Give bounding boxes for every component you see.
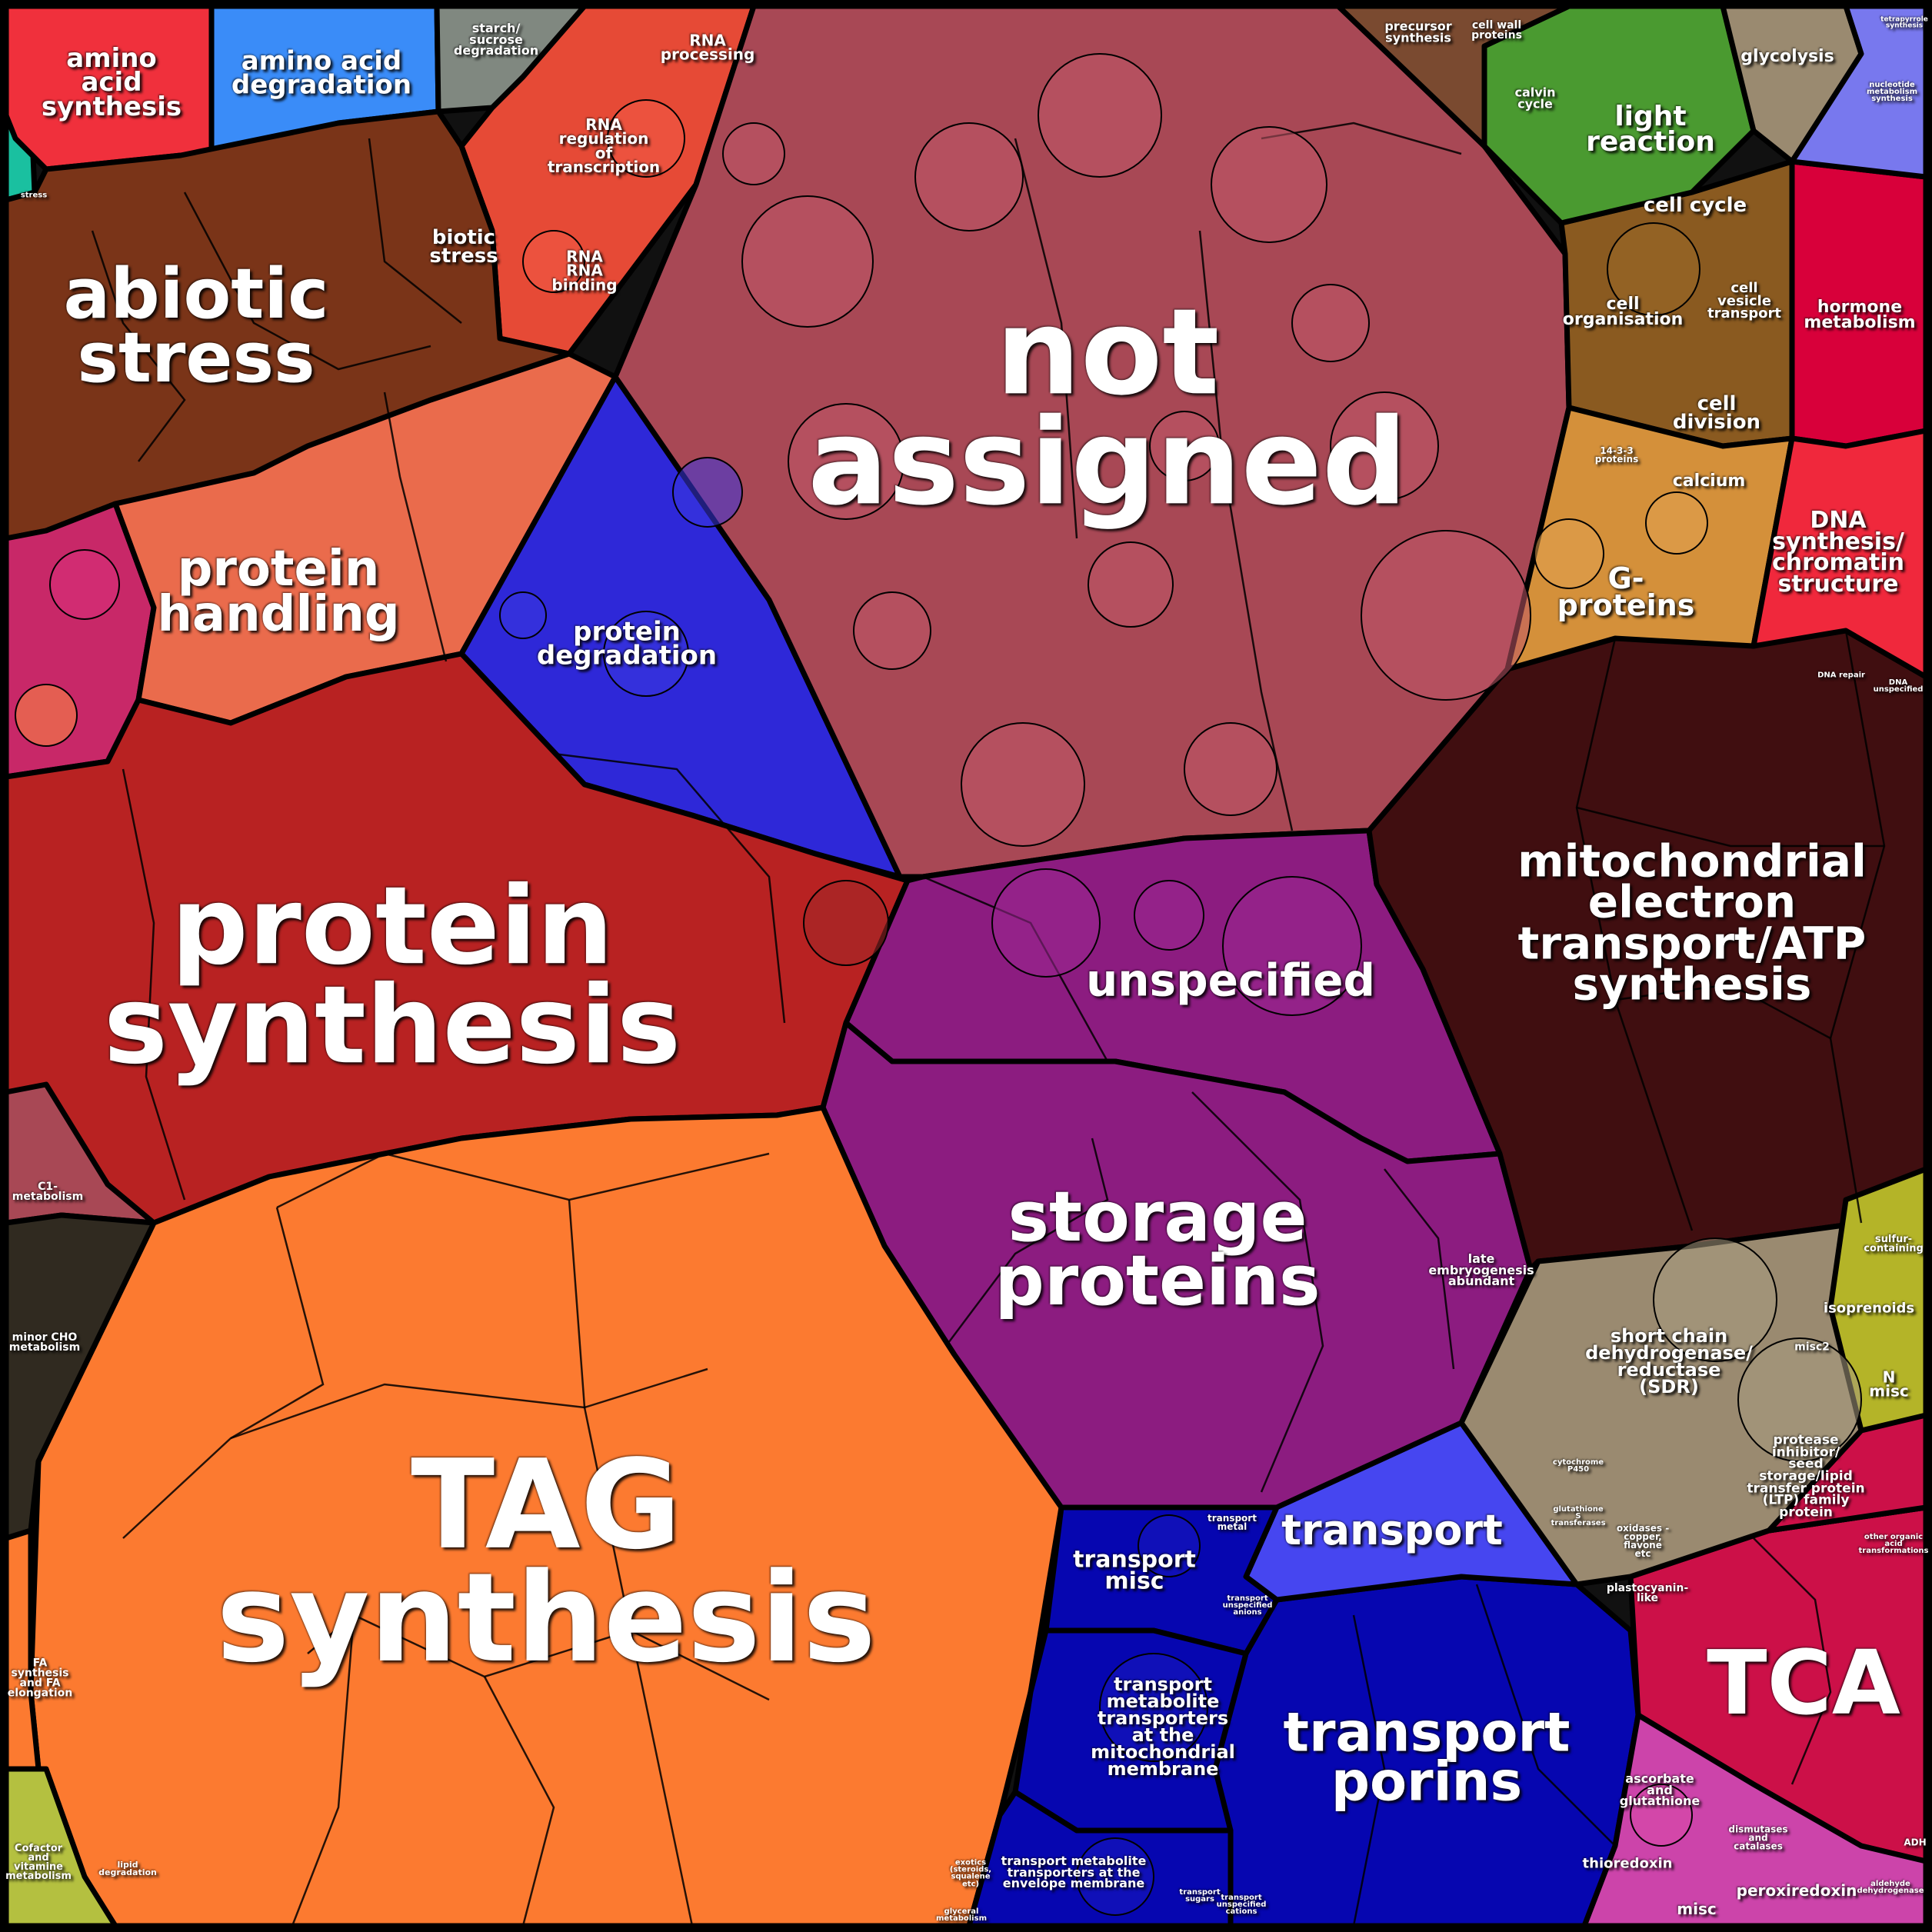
label-dismutases-catalases: dismutases and catalases <box>1728 1824 1788 1852</box>
label-tca: TCA <box>1707 1632 1900 1736</box>
label-protein-handling: protein handling <box>157 541 400 643</box>
label-abiotic-stress: abiotic stress <box>63 254 329 398</box>
label-biotic-stress: biotic stress <box>429 226 498 268</box>
label-glycolysis: glycolysis <box>1740 46 1834 66</box>
label-cell-wall-proteins: cell wall proteins <box>1471 19 1522 42</box>
label-cell-cycle: cell cycle <box>1643 194 1747 218</box>
label-c1-metabolism: C1- metabolism <box>12 1181 84 1203</box>
label-sulfur-containing: sulfur- containing <box>1864 1234 1924 1254</box>
label-lipid-degradation: lipid degradation <box>98 1859 157 1877</box>
label-tetrapyrrole-synthesis: tetrapyrrole synthesis <box>1880 15 1928 30</box>
bubble-texture <box>15 53 1862 1916</box>
label-ascorbate-glutathione: ascorbate and glutathione <box>1619 1770 1700 1809</box>
label-unspecified: unspecified <box>1085 954 1376 1007</box>
label-aldehyde-dehydrogenase: aldehyde dehydrogenase <box>1857 1879 1924 1895</box>
label-protease-inhibitor: protease inhibitor/ seed storage/lipid t… <box>1747 1432 1865 1521</box>
label-storage-proteins: storage proteins <box>994 1177 1321 1321</box>
label-cell-vesicle-transport: cell vesicle transport <box>1707 280 1781 322</box>
label-cell-division: cell division <box>1672 392 1761 434</box>
label-transport-envelope-membrane: transport metabolite transporters at the… <box>1001 1853 1147 1891</box>
label-misc-redox: misc <box>1677 1899 1717 1918</box>
label-plastocyanin-like: plastocyanin- like <box>1606 1582 1689 1604</box>
label-transport-unspecified-anions: transport unspecified anions <box>1222 1594 1273 1617</box>
label-transport: transport <box>1281 1506 1503 1555</box>
label-short-chain-dehydrogenase: short chain dehydrogenase/ reductase (SD… <box>1585 1324 1753 1398</box>
label-transport-porins: transport porins <box>1283 1700 1571 1814</box>
label-light-reaction: light reaction <box>1586 100 1715 158</box>
label-n-misc: N misc <box>1869 1367 1909 1401</box>
label-minor-cho-metabolism: minor CHO metabolism <box>8 1331 81 1354</box>
label-other-organic-acid: other organic acid transformations <box>1858 1533 1929 1556</box>
label-cofactor-vitamine: Cofactor and vitamine metabolism <box>5 1843 72 1882</box>
label-dna-unspecified: DNA unspecified <box>1873 678 1924 694</box>
label-dna-synthesis-chromatin: DNA synthesis/ chromatin structure <box>1771 506 1905 598</box>
label-amino-acid-synthesis: amino acid synthesis <box>41 43 182 122</box>
label-calcium: calcium <box>1672 471 1746 491</box>
label-nucleotide-metabolism: nucleotide metabolism synthesis <box>1867 81 1917 104</box>
label-misc2: misc2 <box>1794 1341 1830 1354</box>
label-14-3-3-proteins: 14-3-3 proteins <box>1594 445 1639 465</box>
label-glycerol-metabolism: glyceral metabolism <box>936 1907 987 1923</box>
label-adh: ADH <box>1904 1837 1927 1848</box>
label-transport-sugars: transport sugars <box>1179 1887 1221 1904</box>
label-transport-metal: transport metal <box>1208 1512 1257 1532</box>
label-hormone-metabolism: hormone metabolism <box>1804 297 1916 332</box>
label-peroxiredoxin: peroxiredoxin <box>1736 1880 1857 1900</box>
label-not-assigned: not assigned <box>808 282 1407 531</box>
label-rna-binding: RNA RNA binding <box>551 247 618 295</box>
label-isoprenoids: isoprenoids <box>1823 1300 1915 1317</box>
label-fa-synthesis: FA synthesis and FA elongation <box>7 1657 73 1699</box>
label-protein-degradation: protein degradation <box>536 616 718 671</box>
label-calvin-cycle: calvin cycle <box>1514 85 1556 111</box>
label-rna-regulation: RNA regulation of transcription <box>547 115 661 177</box>
label-cell-organisation: cell organisation <box>1562 294 1684 329</box>
label-exotics: exotics (steroids, squalene etc) <box>949 1858 992 1889</box>
label-oxidases: oxidases - copper, flavone etc <box>1616 1522 1670 1560</box>
label-starch-sucrose-degradation: starch/ sucrose degradation <box>453 20 539 58</box>
label-g-proteins: G- proteins <box>1557 561 1695 622</box>
label-dna-repair: DNA repair <box>1817 671 1865 680</box>
label-stress: stress <box>20 191 48 200</box>
label-transport-mitochondrial-membrane: transport metabolite transporters at the… <box>1091 1673 1235 1780</box>
label-cytochrome-p450: cytochrome P450 <box>1552 1457 1604 1474</box>
label-glutathione-s-transferases: glutathione S transferases <box>1551 1505 1606 1528</box>
label-rna-processing: RNA processing <box>660 31 755 64</box>
label-tag-synthesis: TAG synthesis <box>216 1432 876 1690</box>
label-mitochondrial-electron-transport: mitochondrial electron transport/ATP syn… <box>1517 834 1867 1011</box>
label-transport-misc: transport misc <box>1073 1546 1196 1594</box>
label-protein-synthesis: protein synthesis <box>103 864 681 1088</box>
label-transport-unspecified-cations: transport unspecified cations <box>1216 1894 1267 1917</box>
label-precursor-synthesis: precursor synthesis <box>1384 18 1452 45</box>
label-late-embryogenesis-abundant: late embryogenesis abundant <box>1428 1251 1534 1289</box>
label-amino-acid-degradation: amino acid degradation <box>231 45 412 101</box>
label-thioredoxin: thioredoxin <box>1582 1855 1673 1872</box>
